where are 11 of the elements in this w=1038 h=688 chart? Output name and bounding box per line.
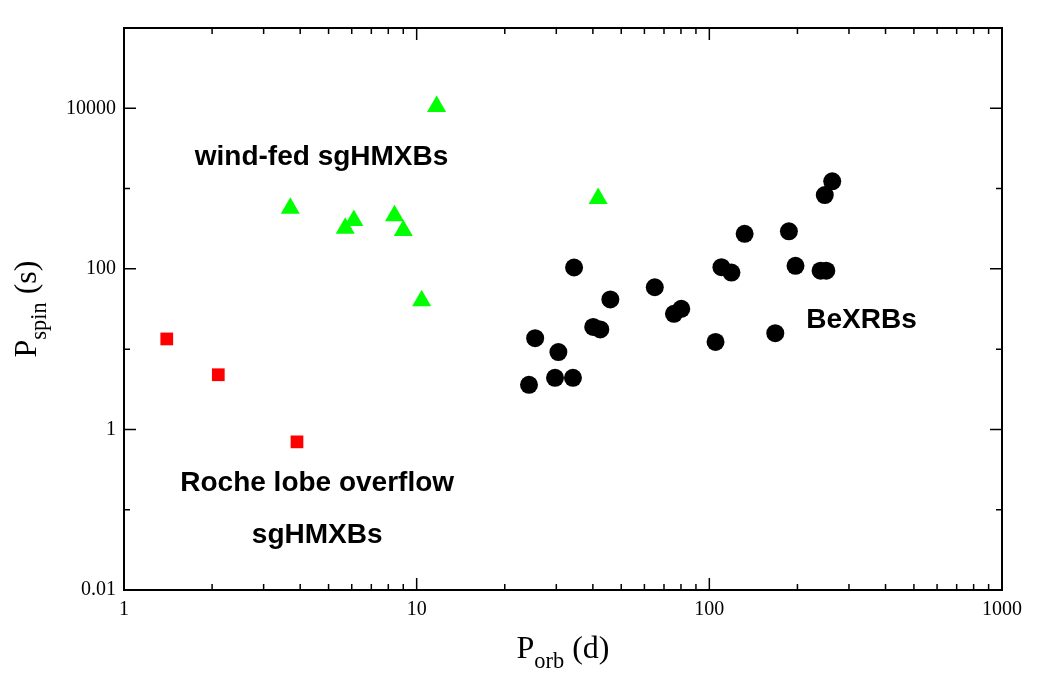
y-tick-label: 1 <box>106 416 116 439</box>
x-tick-label: 100 <box>694 597 725 620</box>
x-tick-label: 1000 <box>982 597 1022 620</box>
x-tick-label: 10 <box>406 597 427 620</box>
annotation: wind-fed sgHMXBs <box>193 139 449 171</box>
annotation: Roche lobe overflow sgHMXBs <box>180 466 455 550</box>
y-tick-label: 100 <box>86 256 116 279</box>
y-tick-label: 0.01 <box>81 577 116 600</box>
y-axis-title: Pspin (s) <box>7 260 51 358</box>
y-tick-label: 10000 <box>66 95 116 118</box>
annotation: BeXRBs <box>806 302 917 334</box>
